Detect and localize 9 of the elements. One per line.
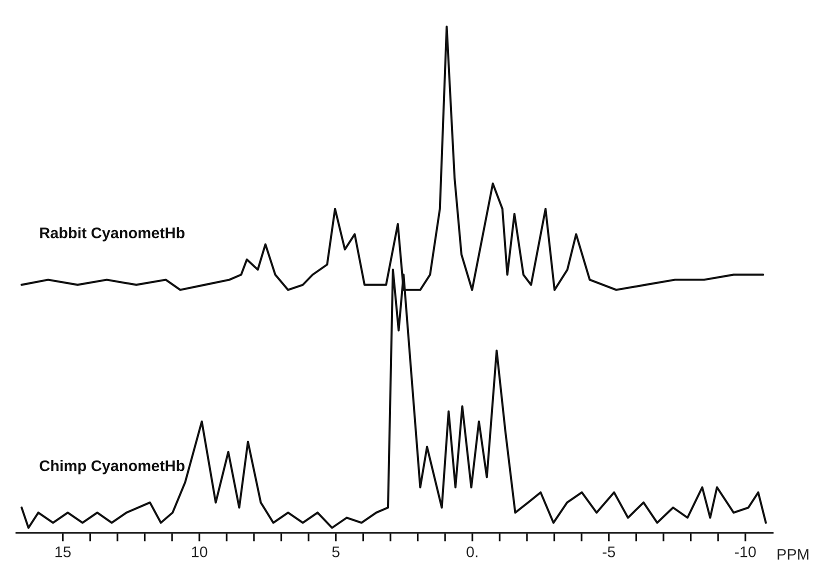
x-tick-label: 10: [192, 546, 208, 558]
text: Rabbit CyanometHb: [40, 227, 184, 242]
x-tick-label: 15: [56, 546, 71, 558]
x-tick-label: 0.: [466, 546, 478, 558]
x-tick-label: -10: [735, 546, 756, 558]
x-tick-label: -5: [602, 546, 616, 558]
x-tick-label: 5: [332, 546, 340, 558]
series-label: Chimp CyanometHb: [40, 460, 184, 474]
x-axis-title: PPM: [778, 549, 808, 560]
